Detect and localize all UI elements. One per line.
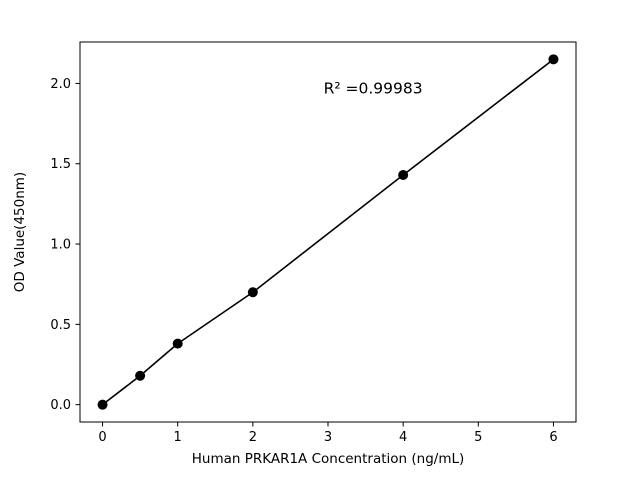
data-point-marker (548, 54, 559, 65)
y-tick-label: 1.5 (50, 157, 71, 172)
y-tick-label: 1.0 (50, 238, 71, 253)
x-tick-label: 1 (174, 430, 182, 445)
data-point-marker (247, 287, 258, 298)
data-point-marker (97, 399, 108, 410)
x-tick-label: 0 (98, 430, 106, 445)
r-squared-annotation: R² =0.99983 (324, 79, 423, 97)
data-point-marker (135, 370, 146, 381)
data-point-marker (398, 169, 409, 180)
y-axis-label: OD Value(450nm) (12, 172, 28, 292)
y-tick-label: 0.5 (50, 318, 71, 333)
x-axis-label: Human PRKAR1A Concentration (ng/mL) (192, 451, 465, 467)
data-point-marker (172, 338, 183, 349)
x-tick-label: 2 (249, 430, 257, 445)
y-tick-label: 2.0 (50, 77, 71, 92)
x-tick-label: 4 (399, 430, 407, 445)
x-tick-label: 3 (324, 430, 332, 445)
x-tick-label: 5 (474, 430, 482, 445)
series-line (101, 58, 555, 406)
x-tick-label: 6 (549, 430, 557, 445)
y-tick-label: 0.0 (50, 398, 71, 413)
